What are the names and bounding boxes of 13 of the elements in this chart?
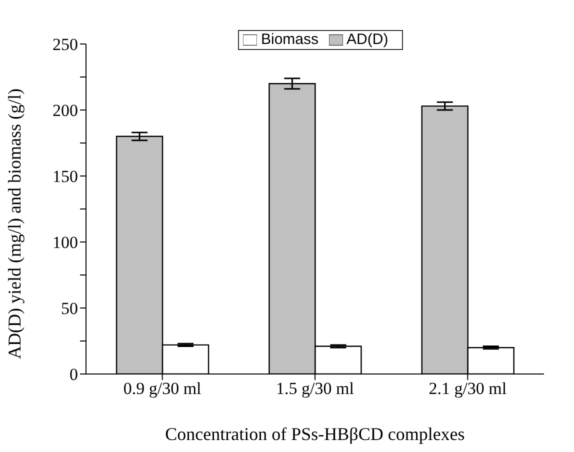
- y-tick-label: 50: [61, 299, 78, 318]
- x-tick-label: 0.9 g/30 ml: [123, 379, 202, 398]
- y-tick-label: 200: [52, 101, 78, 120]
- y-tick-label: 100: [52, 233, 78, 252]
- x-axis-title: Concentration of PSs-HBβCD complexes: [165, 424, 465, 444]
- legend-label: AD(D): [346, 31, 388, 48]
- x-tick-label: 2.1 g/30 ml: [428, 379, 507, 398]
- x-tick-label: 1.5 g/30 ml: [276, 379, 354, 398]
- legend-label: Biomass: [261, 31, 319, 48]
- y-tick-label: 250: [52, 35, 78, 54]
- y-tick-label: 150: [52, 167, 78, 186]
- y-axis-title: AD(D) yield (mg/l) and biomass (g/l): [4, 88, 24, 359]
- y-tick-label: 0: [70, 365, 78, 384]
